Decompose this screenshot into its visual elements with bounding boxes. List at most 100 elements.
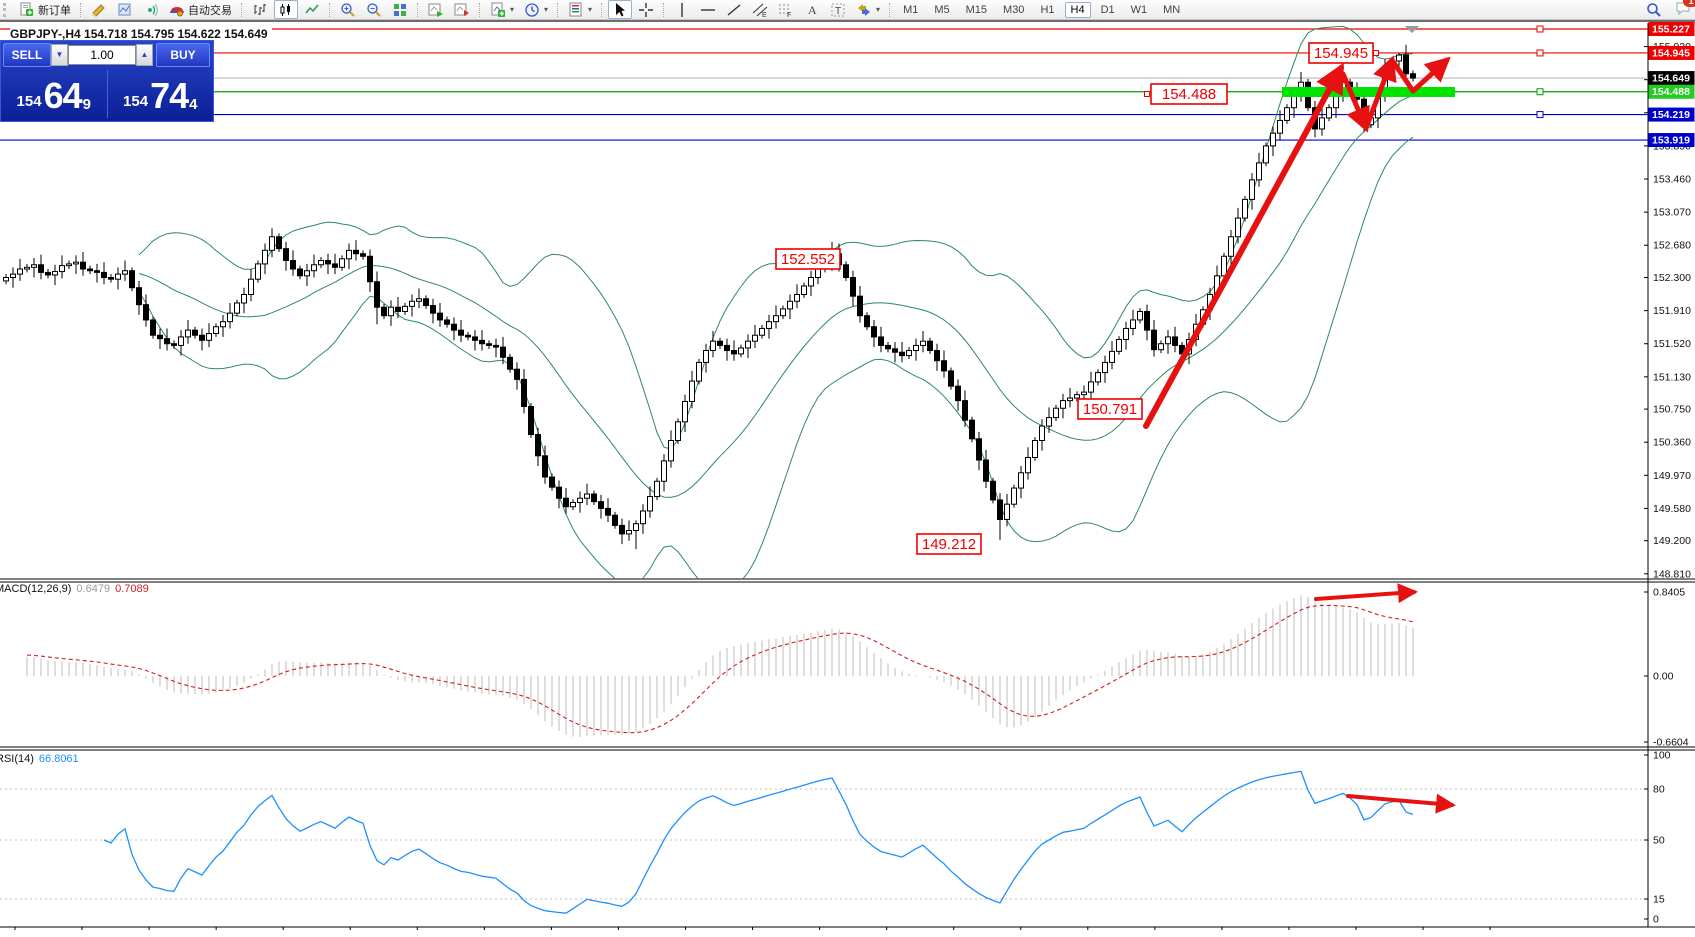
annotation-arrows	[1143, 55, 1456, 814]
svg-text:151.520: 151.520	[1653, 338, 1691, 350]
timeframe-button-d1[interactable]: D1	[1100, 3, 1115, 16]
crosshair-button[interactable]	[634, 0, 658, 19]
svg-text:50: 50	[1653, 835, 1665, 847]
autotrading-button[interactable]: 自动交易	[165, 0, 236, 19]
chart-shift-button[interactable]	[450, 0, 474, 19]
macd-signal-value: 0.7089	[115, 583, 149, 595]
template-glyph	[569, 2, 582, 16]
svg-text:T: T	[835, 6, 841, 17]
sell-price-point: 9	[82, 96, 91, 113]
candlestick-chart-button[interactable]	[274, 0, 298, 19]
periods-button[interactable]: ▾	[520, 0, 552, 19]
toolbar-separator	[479, 2, 481, 17]
svg-text:154.488: 154.488	[1652, 86, 1690, 98]
dropdown-arrow-icon[interactable]: ▾	[588, 5, 593, 14]
profiles-glyph	[118, 3, 131, 15]
chart-marker-triangle	[1405, 26, 1419, 33]
toolbar: 新订单 自动交易 ▾ ▾ ▾ E F A T ▾ M1 M5 M15 M30 H1 H4 D1 W1 MN 1	[0, 0, 1695, 20]
sell-price-figure: 154	[16, 93, 42, 110]
notifications-button[interactable]: 1	[1675, 0, 1695, 19]
svg-text:152.680: 152.680	[1653, 240, 1691, 252]
svg-text:148.810: 148.810	[1653, 568, 1691, 580]
svg-text:150.360: 150.360	[1653, 437, 1691, 449]
vertical-line-button[interactable]	[670, 0, 694, 19]
timeframe-button-mn[interactable]: MN	[1163, 3, 1181, 16]
fibonacci-button[interactable]: F	[774, 0, 798, 19]
buy-price-display[interactable]: 154 74 4	[108, 70, 214, 118]
volume-decrement-button[interactable]: ▼	[51, 44, 68, 66]
price-callouts: 154.945 154.488 152.552 150.791 149.212	[775, 42, 1379, 555]
zigzag-forecast-arrow	[1340, 71, 1370, 133]
svg-text:F: F	[787, 12, 791, 18]
templates-button[interactable]: ▾	[564, 0, 596, 19]
styler-button[interactable]	[87, 0, 111, 19]
hline-glyph	[701, 8, 716, 11]
zoom-in-button[interactable]	[336, 0, 360, 19]
tile-windows-button[interactable]	[388, 0, 412, 19]
rsi-levels: 100 80 50 15 0	[0, 750, 1671, 926]
trendline-button[interactable]	[722, 0, 746, 19]
channel-button[interactable]: E	[748, 0, 772, 19]
tiles-glyph	[394, 3, 406, 16]
svg-text:0.8405: 0.8405	[1653, 587, 1685, 599]
dropdown-arrow-icon[interactable]: ▾	[876, 5, 881, 14]
bar-chart-button[interactable]	[248, 0, 272, 19]
shapes-button[interactable]: ▾	[852, 0, 884, 19]
cap-glyph	[170, 6, 184, 16]
zigzag-forecast-arrow	[1410, 56, 1451, 94]
rsi-indicator-label: RSI(14) 66.8061	[0, 753, 79, 765]
tline-glyph	[727, 3, 741, 16]
new-order-button[interactable]: 新订单	[15, 0, 75, 19]
notification-badge: 1	[1683, 0, 1695, 7]
toolbar-grip	[3, 2, 11, 17]
timeframe-button-m5[interactable]: M5	[934, 3, 950, 16]
timeframe-button-w1[interactable]: W1	[1130, 3, 1148, 16]
timeframe-button-m15[interactable]: M15	[965, 3, 988, 16]
shift-glyph	[454, 3, 469, 16]
line-chart-button[interactable]	[300, 0, 324, 19]
profiles-button[interactable]	[113, 0, 137, 19]
buy-button[interactable]: BUY	[156, 43, 210, 67]
chart-area[interactable]: 155.020154.630154.240153.850153.460153.0…	[0, 20, 1695, 937]
sell-price-display[interactable]: 154 64 9	[1, 70, 108, 118]
toolbar-separator	[241, 2, 243, 17]
dropdown-arrow-icon[interactable]: ▾	[544, 5, 549, 14]
toolbar-separator	[889, 2, 891, 17]
timeframe-button-h1[interactable]: H1	[1040, 3, 1055, 16]
chart-ohlc-title: GBPJPY-,H4 154.718 154.795 154.622 154.6…	[10, 27, 272, 41]
newchart-glyph	[491, 2, 505, 17]
macd-axis: 0.8405 0.00 -0.6604	[1644, 587, 1689, 749]
svg-text:151.910: 151.910	[1653, 305, 1691, 317]
clock-glyph	[525, 2, 539, 17]
candles-glyph	[280, 3, 290, 16]
svg-text:154.219: 154.219	[1652, 109, 1690, 121]
search-glyph	[1647, 2, 1661, 17]
auto-scroll-button[interactable]	[424, 0, 448, 19]
text-button[interactable]: A	[800, 0, 824, 19]
svg-text:149.200: 149.200	[1653, 535, 1691, 547]
volume-input[interactable]	[68, 45, 136, 65]
horizontal-line-button[interactable]	[696, 0, 720, 19]
svg-text:15: 15	[1653, 894, 1665, 906]
dropdown-arrow-icon[interactable]: ▾	[510, 5, 515, 14]
new-order-button-label: 新订单	[38, 4, 71, 17]
timeframe-button-h4[interactable]: H4	[1064, 1, 1091, 18]
new-chart-button[interactable]: ▾	[486, 0, 518, 19]
linechart-glyph	[305, 4, 319, 13]
toolbar-separator	[417, 2, 419, 17]
search-button[interactable]	[1642, 0, 1666, 19]
svg-text:154.649: 154.649	[1652, 73, 1690, 85]
volume-increment-button[interactable]: ▲	[136, 44, 153, 66]
sell-price-pips: 64	[43, 75, 83, 116]
cursor-button[interactable]	[608, 0, 633, 19]
svg-text:153.919: 153.919	[1652, 135, 1690, 147]
sell-button[interactable]: SELL	[3, 43, 51, 67]
alerts-button[interactable]	[139, 0, 163, 19]
autotrading-button-label: 自动交易	[188, 4, 232, 17]
svg-text:154.488: 154.488	[1162, 86, 1216, 103]
toolbar-separator	[601, 2, 603, 17]
zoom-out-button[interactable]	[362, 0, 386, 19]
timeframe-button-m30[interactable]: M30	[1003, 3, 1025, 16]
label-button[interactable]: T	[826, 0, 850, 19]
timeframe-button-m1[interactable]: M1	[903, 3, 919, 16]
